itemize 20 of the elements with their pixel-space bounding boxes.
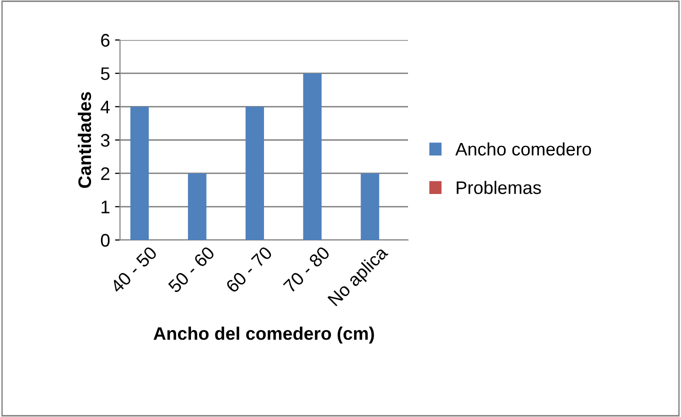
y-tick-label: 0: [100, 234, 110, 247]
y-tick-label: 3: [100, 134, 110, 147]
x-tick-label: 60 - 70: [225, 246, 273, 294]
x-tick-label: 70 - 80: [282, 246, 330, 294]
x-tick-label: 40 - 50: [110, 246, 158, 294]
bar: [303, 73, 322, 240]
x-axis-title: Ancho del comedero (cm): [154, 326, 374, 344]
bar: [360, 173, 380, 240]
bar: [188, 173, 206, 240]
y-tick-label: 5: [100, 67, 110, 80]
legend-label: Problemas: [456, 180, 541, 194]
legend-label: Ancho comedero: [455, 142, 592, 156]
y-axis-title: Cantidades: [78, 92, 92, 188]
y-tick-label: 4: [100, 100, 110, 114]
y-tick-label: 2: [101, 167, 110, 180]
y-tick-label: 1: [102, 200, 110, 214]
bar: [246, 106, 264, 240]
x-tick-label: 50 - 60: [168, 246, 216, 294]
y-tick-label: 6: [101, 34, 110, 47]
bar: [130, 106, 149, 240]
